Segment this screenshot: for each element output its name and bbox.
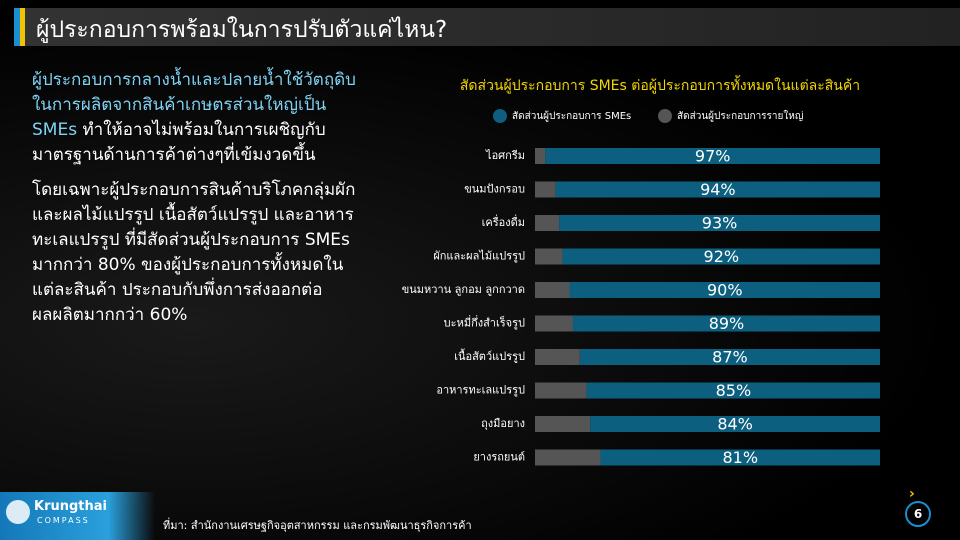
- accent: [20, 8, 25, 46]
- bar: [535, 416, 591, 432]
- bar: [590, 416, 880, 432]
- bar: [535, 449, 601, 466]
- legend-swatch: [658, 109, 672, 123]
- bar: [535, 215, 560, 231]
- bar: [535, 382, 587, 399]
- bar: [535, 282, 570, 298]
- source-note: ที่มา: สำนักงานเศรษฐกิจอุตสาหกรรม และกรม…: [163, 519, 472, 532]
- bar: [572, 315, 880, 332]
- page-number: 6: [905, 501, 931, 527]
- y-tick-label: ยางรถยนต์: [473, 451, 525, 464]
- y-tick-label: บะหมี่กึ่งสำเร็จรูป: [444, 315, 525, 330]
- data-label: 87%: [712, 348, 748, 367]
- data-label: 85%: [716, 381, 752, 400]
- y-tick-label: เนื้อสัตว์แปรรูป: [454, 348, 525, 363]
- data-label: 93%: [702, 214, 738, 233]
- paragraph: ผู้ประกอบการกลางน้ำและปลายน้ำใช้วัตถุดิบ…: [32, 68, 362, 168]
- data-label: 97%: [695, 147, 731, 166]
- bar: [562, 248, 880, 265]
- highlight-text: ผู้ประกอบการกลางน้ำและปลายน้ำใช้วัตถุดิบ…: [32, 70, 356, 140]
- logo-name: Krungthai: [34, 499, 107, 514]
- logo-sub: COMPASS: [37, 516, 90, 525]
- title-bar: ผู้ประกอบการพร้อมในการปรับตัวแค่ไหน?: [14, 8, 960, 46]
- text-block: ผู้ประกอบการกลางน้ำและปลายน้ำใช้วัตถุดิบ…: [32, 68, 362, 338]
- bar: [600, 449, 880, 466]
- data-label: 89%: [709, 314, 745, 333]
- bar: [535, 148, 546, 164]
- chevron: ›: [909, 486, 915, 502]
- y-tick-label: ถุงมือยาง: [481, 417, 525, 430]
- bar: [586, 382, 880, 399]
- y-tick-label: ขนมหวาน ลูกอม ลูกกวาด: [402, 283, 525, 296]
- logo-icon: [6, 500, 30, 524]
- text: ทำให้อาจไม่พร้อมในการเผชิญกับมาตรฐานด้าน…: [32, 120, 326, 165]
- y-tick-label: ไอศกรีม: [485, 149, 525, 162]
- legend-label: สัดส่วนผู้ประกอบการ SMEs: [512, 110, 631, 122]
- y-tick-label: เครื่องดื่ม: [482, 214, 525, 229]
- bar: [535, 315, 573, 332]
- data-label: 90%: [707, 281, 743, 300]
- bar: [559, 215, 880, 231]
- logo: Krungthai COMPASS: [0, 492, 155, 540]
- bar: [535, 181, 556, 198]
- bar: [545, 148, 880, 164]
- y-tick-label: ขนมปังกรอบ: [464, 183, 525, 196]
- y-tick-label: ผักและผลไม้แปรรูป: [433, 250, 525, 263]
- slide-title: ผู้ประกอบการพร้อมในการปรับตัวแค่ไหน?: [36, 17, 448, 43]
- bar: [535, 248, 563, 265]
- chart-title: สัดส่วนผู้ประกอบการ SMEs ต่อผู้ประกอบการ…: [460, 75, 860, 94]
- data-label: 94%: [700, 180, 736, 199]
- paragraph: โดยเฉพาะผู้ประกอบการสินค้าบริโภคกลุ่มผัก…: [32, 180, 356, 325]
- y-tick-label: อาหารทะเลแปรรูป: [436, 384, 525, 397]
- bar: [569, 282, 880, 298]
- data-label: 92%: [704, 247, 740, 266]
- legend-label: สัดส่วนผู้ประกอบการรายใหญ่: [677, 110, 803, 122]
- accent: [14, 8, 20, 46]
- data-label: 81%: [722, 448, 758, 467]
- legend-swatch: [493, 109, 507, 123]
- bar: [535, 349, 580, 365]
- data-label: 84%: [717, 415, 753, 434]
- bar: [555, 181, 880, 198]
- bar: [579, 349, 880, 365]
